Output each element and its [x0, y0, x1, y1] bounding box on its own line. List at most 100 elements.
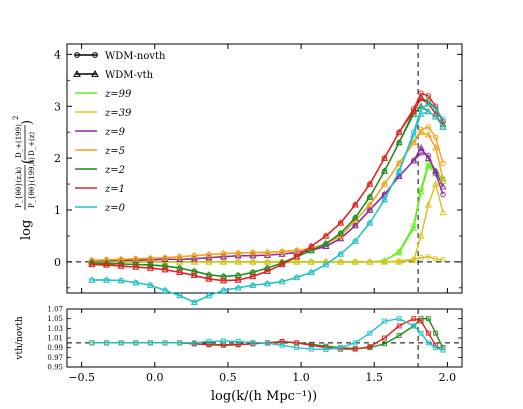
top-y-label-paren-open: ( — [20, 159, 35, 164]
top-series-z-9-vth-point — [351, 221, 359, 229]
bottom-series-z-1-point — [382, 335, 387, 341]
bottom-y-tick-label: 1.05 — [47, 315, 63, 323]
top-series-z-2-vth-point — [322, 239, 330, 247]
top-series-z-1-vth-point — [146, 264, 154, 271]
top-series-z-39-vth-point — [88, 258, 96, 265]
top-series-z-2-vth-point — [380, 167, 389, 174]
bottom-y-tick-label: 1.07 — [47, 306, 63, 314]
top-series-z-9-vth-point — [161, 255, 169, 262]
top-series-z-39-novth-point — [418, 254, 424, 261]
top-series-z-39-vth-point — [234, 258, 242, 265]
top-series-z-9-vth-point — [395, 172, 403, 179]
top-series-z-0-vth-point — [234, 284, 242, 291]
top-series-z-9-vth-point — [205, 253, 213, 261]
top-series-z-39-vth-point — [424, 201, 432, 208]
bottom-series-z-1-point — [352, 346, 358, 352]
top-series-z-9-novth-point — [440, 191, 446, 198]
top-series-z-1-vth-point — [293, 252, 301, 260]
top-series-z-0-vth-point — [249, 281, 257, 288]
bottom-series-z-0-point — [264, 340, 270, 346]
bottom-series-z-0-point — [433, 345, 439, 351]
top-series-z-0-vth-point — [190, 298, 198, 306]
bottom-series — [89, 316, 446, 353]
top-y-label-growth-num: D_+(199) — [15, 124, 23, 158]
top-series-z-0-novth-point — [432, 106, 439, 112]
bottom-x-ticks: −0.5 0.0 0.5 1.0 1.5 2.0 — [68, 309, 456, 384]
top-series-z-9-vth-point — [190, 255, 198, 262]
top-series-z-0-novth-line — [91, 102, 444, 304]
bottom-series-z-0-point — [425, 340, 431, 346]
top-series-z-0-novth-point — [440, 116, 446, 122]
top-series-z-99-vth-point — [380, 257, 389, 264]
top-y-label-ratio-num: P_{θθ}(z,k) — [15, 167, 23, 208]
top-series-z-9-novth-line — [91, 152, 444, 262]
top-series-z-2-vth-point — [161, 262, 169, 269]
top-series-z-5-vth-point — [380, 180, 389, 187]
top-series-z-1-vth-point — [380, 154, 389, 161]
top-series-z-2-vth-point — [146, 261, 154, 268]
top-series-z-39-vth-point — [337, 258, 345, 265]
bottom-series-z-0-point — [367, 330, 373, 336]
legend-label: z=0 — [104, 203, 126, 214]
top-series-z-5-vth-point — [249, 248, 257, 256]
top-series-z-5-vth-point — [205, 250, 213, 258]
top-series-z-39-vth-point — [190, 258, 198, 265]
top-series-z-0-vth-point — [417, 110, 425, 117]
top-series-z-5-vth-point — [366, 201, 374, 208]
top-series-z-39-vth-point — [205, 258, 213, 265]
bottom-series-z-0-point — [162, 340, 168, 346]
top-series-z-0-vth-point — [366, 219, 374, 226]
bottom-series-z-1-point — [396, 323, 402, 329]
bottom-y-tick-label: 0.95 — [47, 364, 63, 372]
bottom-series-z-0-point — [118, 340, 124, 346]
top-series-z-0-vth-point — [439, 123, 447, 130]
top-series-z-5-vth-point — [278, 247, 286, 255]
top-series-z-1-vth-point — [117, 262, 125, 269]
bottom-plot-frame — [66, 308, 463, 368]
top-y-ticks: 0 1 2 3 4 — [54, 48, 462, 289]
bottom-series-z-1-point — [367, 344, 373, 350]
top-series-z-1-vth-point — [366, 180, 374, 187]
top-series-z-5-vth-point — [146, 254, 154, 261]
bottom-series-z-0-point — [294, 345, 300, 351]
top-series-z-1-vth-point — [351, 201, 359, 208]
top-y-tick-label: 3 — [54, 100, 61, 113]
legend-marker-circle — [74, 52, 80, 58]
top-series-z-0-vth-point — [219, 286, 228, 294]
top-series-z-0-vth-point — [307, 268, 315, 275]
top-series-z-5-vth-point — [161, 253, 169, 261]
legend-label: z=99 — [104, 89, 132, 100]
top-y-label-exponent: 2 — [12, 116, 20, 120]
top-series-z-39-vth-point — [410, 256, 418, 264]
bottom-series-z-0-point — [396, 316, 402, 322]
top-series-z-1-vth-point — [219, 276, 228, 284]
bottom-series-z-0-line — [91, 317, 444, 351]
top-series-z-1-vth-point — [278, 260, 286, 268]
top-series-z-0-vth-point — [337, 250, 345, 257]
top-series-z-9-vth-point — [432, 167, 440, 174]
top-series-z-0-vth-point — [432, 112, 440, 120]
top-series-z-1-vth-point — [161, 265, 169, 273]
top-series-z-39-vth-point — [366, 258, 374, 265]
bottom-series-z-1-point — [294, 340, 300, 346]
bottom-reference-lines — [67, 309, 462, 367]
top-series-z-2-vth-point — [307, 246, 315, 254]
top-series-z-1-vth-point — [102, 261, 111, 268]
top-series-z-9-vth-point — [417, 144, 425, 151]
top-series-z-9-vth-point — [439, 182, 447, 190]
top-series-z-39-novth-point — [425, 253, 432, 260]
top-series-z-5-vth-point — [176, 252, 184, 260]
top-series-z-1-vth-point — [176, 268, 184, 275]
top-panel: 0 1 2 3 4 WDM-novth WDM-vth z=99 z=39 z=9 z=5 z=2 z… — [54, 43, 463, 306]
bottom-series-z-1-point — [418, 318, 424, 324]
top-series-z-2-vth-point — [351, 214, 359, 221]
bottom-series-z-0-point — [440, 347, 446, 353]
bottom-y-ticks: 0.95 0.97 0.991.01 1.03 1.051.07 — [47, 306, 462, 372]
top-y-tick-label: 0 — [54, 256, 61, 269]
top-series-z-39-vth-point — [380, 258, 389, 265]
top-series-z-39-vth-point — [307, 258, 315, 265]
top-series-z-9-vth-point — [410, 156, 418, 164]
top-series-z-99-vth-point — [424, 162, 432, 169]
top-x-ticks — [81, 44, 448, 293]
